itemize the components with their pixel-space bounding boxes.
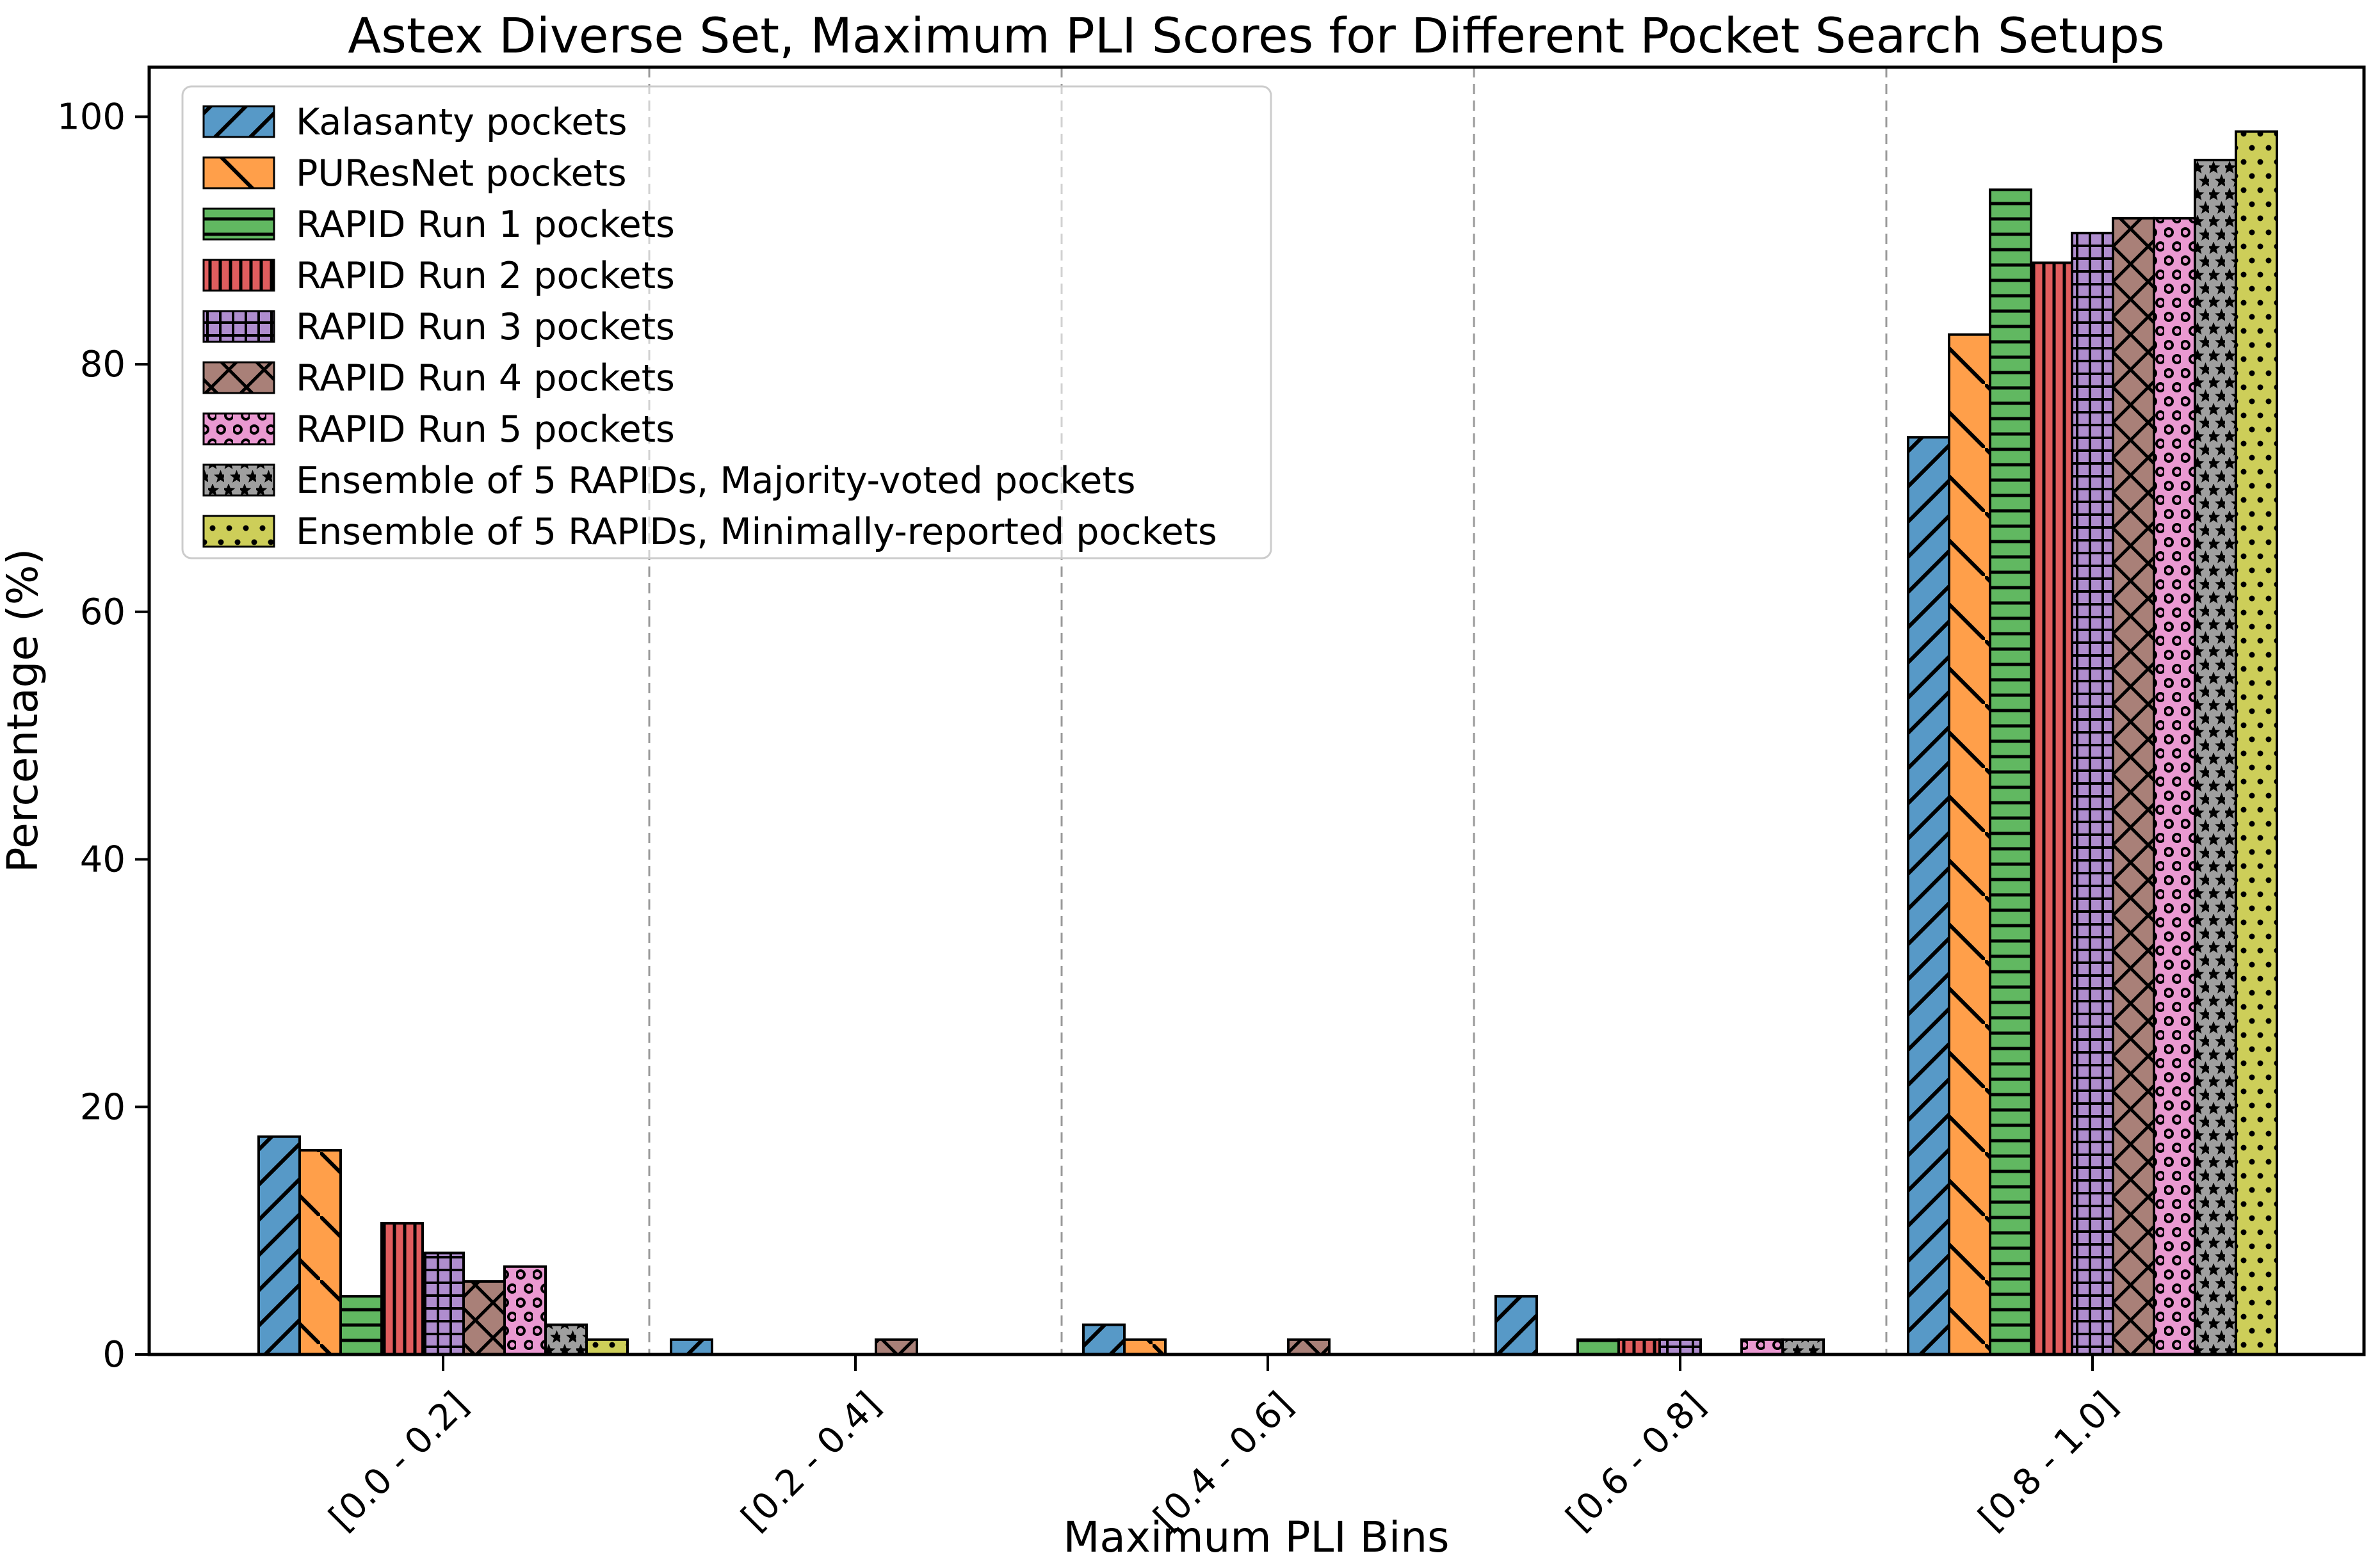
x-axis-ticks: [0.0 - 0.2] [0.2 - 0.4] [0.4 - 0.6] [0.6 - … [321, 1354, 2126, 1539]
bar-series5-bin5 [2071, 232, 2114, 1356]
x-tick-label: [0.8 - 1.0] [1971, 1384, 2126, 1539]
y-axis-ticks: 0 20 40 60 80 100 [57, 96, 149, 1376]
chart-title: Astex Diverse Set, Maximum PLI Scores fo… [348, 7, 2165, 64]
legend-item-label: Kalasanty pockets [296, 101, 627, 143]
bar-series3-bin5 [1989, 188, 2032, 1356]
y-tick-label: 0 [102, 1334, 125, 1376]
legend-item-label: RAPID Run 4 pockets [296, 357, 675, 399]
legend: Kalasanty pockets PUResNet pockets RAPID R… [181, 85, 1272, 559]
legend-item-label: RAPID Run 1 pockets [296, 204, 675, 246]
bar-series4-bin4 [1617, 1338, 1661, 1356]
legend-item: RAPID Run 1 pockets [202, 204, 675, 246]
y-axis-label: Percentage (%) [0, 549, 47, 872]
bar-series8-bin4 [1781, 1338, 1825, 1356]
legend-item-label: RAPID Run 5 pockets [296, 408, 675, 451]
bar-series2-bin5 [1948, 333, 1991, 1356]
legend-item: Ensemble of 5 RAPIDs, Majority-voted poc… [202, 460, 1135, 502]
x-tick-label: [0.6 - 0.8] [1558, 1384, 1713, 1539]
y-tick-label: 60 [80, 591, 125, 633]
bar-series1-bin4 [1494, 1295, 1538, 1356]
bar-series3-bin1 [339, 1295, 383, 1356]
bar-series9-bin1 [585, 1338, 629, 1356]
legend-item: PUResNet pockets [202, 152, 627, 195]
legend-item-label: PUResNet pockets [296, 152, 627, 195]
legend-item: RAPID Run 2 pockets [202, 255, 675, 297]
bar-series4-bin5 [2030, 261, 2073, 1356]
y-tick-label: 100 [57, 96, 125, 138]
legend-item: RAPID Run 5 pockets [202, 408, 675, 451]
bar-series5-bin1 [421, 1251, 465, 1356]
bar-series7-bin4 [1740, 1338, 1784, 1356]
bar-series5-bin4 [1658, 1338, 1702, 1356]
y-tick-label: 80 [80, 344, 125, 385]
legend-item-label: Ensemble of 5 RAPIDs, Minimally-reported… [296, 511, 1217, 553]
bar-series7-bin5 [2153, 216, 2196, 1356]
legend-item: Kalasanty pockets [202, 101, 627, 143]
bar-series2-bin3 [1123, 1338, 1167, 1356]
legend-item-label: RAPID Run 3 pockets [296, 306, 675, 348]
x-tick-label: [0.2 - 0.4] [734, 1384, 889, 1539]
bar-series2-bin1 [298, 1148, 342, 1356]
bar-series9-bin5 [2235, 130, 2278, 1356]
legend-item-label: RAPID Run 2 pockets [296, 255, 675, 297]
plot-frame [147, 65, 2366, 1356]
x-axis-label: Maximum PLI Bins [1063, 1513, 1449, 1562]
bars-layer [257, 130, 2278, 1356]
bar-series4-bin1 [380, 1222, 424, 1356]
legend-box [181, 85, 1272, 559]
y-tick-label: 20 [80, 1086, 125, 1128]
bar-series6-bin1 [462, 1280, 506, 1356]
bar-series1-bin3 [1082, 1323, 1126, 1356]
legend-item: Ensemble of 5 RAPIDs, Minimally-reported… [202, 511, 1217, 553]
legend-item-label: Ensemble of 5 RAPIDs, Majority-voted poc… [296, 460, 1135, 502]
bar-series3-bin4 [1576, 1338, 1620, 1356]
bar-series1-bin1 [257, 1135, 301, 1356]
bar-series1-bin2 [670, 1338, 713, 1356]
bar-series6-bin2 [875, 1338, 918, 1356]
legend-item: RAPID Run 3 pockets [202, 306, 675, 348]
bar-series6-bin5 [2112, 216, 2155, 1356]
bar-series8-bin1 [544, 1323, 588, 1356]
bin-separator-lines [648, 67, 1888, 1354]
bar-series8-bin5 [2194, 159, 2237, 1356]
legend-item: RAPID Run 4 pockets [202, 357, 675, 399]
bar-series7-bin1 [503, 1265, 547, 1356]
bar-series1-bin5 [1907, 436, 1950, 1356]
x-tick-label: [0.0 - 0.2] [321, 1384, 476, 1539]
y-tick-label: 40 [80, 839, 125, 881]
bar-series6-bin3 [1287, 1338, 1331, 1356]
